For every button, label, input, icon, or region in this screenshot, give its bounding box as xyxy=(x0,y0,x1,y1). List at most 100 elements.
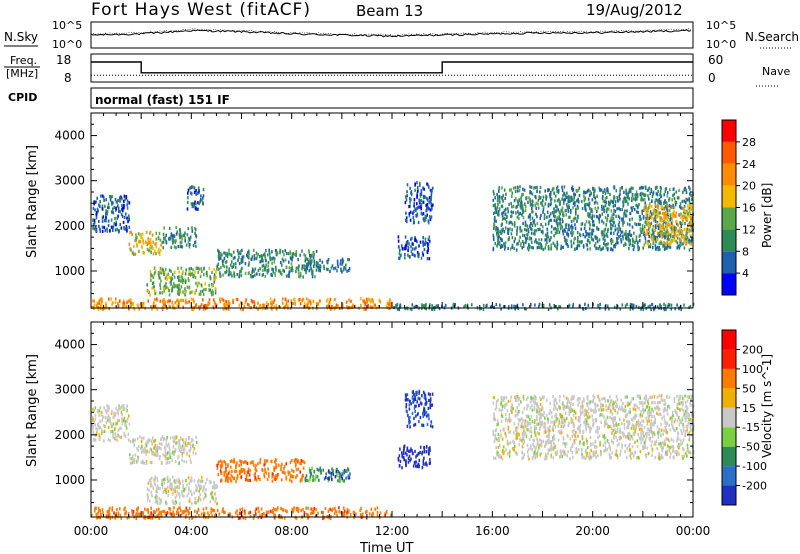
data-cell-3 xyxy=(254,478,256,482)
data-cell-8 xyxy=(520,417,523,421)
data-cell-7 xyxy=(420,402,423,406)
data-cell-2 xyxy=(208,479,211,483)
data-cell-9 xyxy=(492,237,495,242)
data-cell-9 xyxy=(516,242,518,246)
data-cell-1 xyxy=(143,461,146,465)
data-cell-9 xyxy=(531,245,533,250)
data-cell-8 xyxy=(578,442,581,446)
data-cell-9 xyxy=(492,211,495,216)
data-cell-2 xyxy=(180,245,182,249)
data-cell-9 xyxy=(631,217,633,221)
data-cell-9 xyxy=(668,197,671,201)
data-cell-6 xyxy=(409,459,411,463)
data-cell-0 xyxy=(116,200,118,204)
data-cell-8 xyxy=(521,410,524,414)
data-cell-3 xyxy=(287,472,290,476)
data-cell-12 xyxy=(604,307,607,311)
data-cell-9 xyxy=(516,229,518,233)
data-cell-0 xyxy=(125,225,128,229)
data-cell-9 xyxy=(564,194,567,198)
data-cell-3 xyxy=(275,473,277,477)
data-cell-9 xyxy=(679,221,681,225)
data-cell-6 xyxy=(399,459,402,463)
data-cell-5 xyxy=(241,248,243,252)
data-cell-9 xyxy=(672,235,674,239)
data-cell-0 xyxy=(118,407,120,411)
data-cell-6 xyxy=(429,461,431,465)
data-cell-7 xyxy=(416,400,418,404)
data-cell-0 xyxy=(101,419,103,423)
data-cell-11 xyxy=(389,302,392,306)
data-cell-9 xyxy=(553,218,556,222)
data-cell-4 xyxy=(147,290,149,294)
data-cell-10 xyxy=(689,204,691,208)
data-cell-0 xyxy=(110,218,113,222)
data-cell-12 xyxy=(485,304,487,308)
nave-label: Nave xyxy=(762,65,790,78)
data-cell-12 xyxy=(538,305,540,309)
data-cell-9 xyxy=(607,200,610,204)
data-cell-12 xyxy=(524,307,526,311)
data-cell-12 xyxy=(649,304,651,308)
data-cell-5 xyxy=(260,254,263,258)
data-cell-5 xyxy=(261,264,264,268)
data-cell-3 xyxy=(268,472,270,476)
power-colorbar-segment-4 xyxy=(722,185,736,208)
data-cell-7 xyxy=(411,396,414,400)
data-cell-1 xyxy=(146,449,148,453)
data-cell-6 xyxy=(326,261,329,265)
data-cell-10 xyxy=(661,219,663,223)
data-cell-4 xyxy=(188,286,190,290)
data-cell-3 xyxy=(266,477,269,481)
data-cell-9 xyxy=(586,243,588,247)
data-cell-9 xyxy=(531,223,534,228)
data-cell-9 xyxy=(504,226,507,230)
data-cell-11 xyxy=(197,305,200,309)
data-cell-3 xyxy=(303,460,306,465)
data-cell-6 xyxy=(410,457,412,461)
data-cell-9 xyxy=(690,229,692,233)
data-cell-10 xyxy=(646,232,648,236)
data-cell-9 xyxy=(598,238,601,242)
data-cell-2 xyxy=(159,486,161,491)
data-cell-4 xyxy=(153,266,156,270)
data-cell-4 xyxy=(157,270,160,274)
data-cell-4 xyxy=(316,475,319,479)
data-cell-4 xyxy=(313,469,315,474)
data-cell-0 xyxy=(126,203,128,207)
data-cell-5 xyxy=(238,255,240,259)
data-cell-2 xyxy=(177,492,180,496)
data-cell-11 xyxy=(389,305,391,309)
data-cell-10 xyxy=(688,241,691,245)
data-cell-3 xyxy=(227,479,229,483)
data-cell-2 xyxy=(199,484,202,488)
data-cell-8 xyxy=(428,185,430,189)
data-cell-5 xyxy=(335,470,338,474)
data-cell-5 xyxy=(295,270,297,274)
data-cell-9 xyxy=(538,238,540,242)
data-cell-9 xyxy=(507,246,509,250)
data-cell-9 xyxy=(621,186,623,190)
data-cell-2 xyxy=(178,479,181,483)
data-cell-8 xyxy=(510,395,512,399)
data-cell-9 xyxy=(547,222,550,226)
data-cell-9 xyxy=(599,188,601,192)
data-cell-9 xyxy=(563,235,566,240)
data-cell-9 xyxy=(664,200,666,204)
data-cell-5 xyxy=(239,251,242,255)
data-cell-1 xyxy=(162,453,164,457)
data-cell-2 xyxy=(172,234,175,238)
data-cell-5 xyxy=(263,266,266,270)
data-cell-7 xyxy=(411,236,413,240)
data-cell-9 xyxy=(569,215,571,219)
data-cell-0 xyxy=(106,212,108,216)
data-cell-9 xyxy=(685,201,687,205)
data-cell-11 xyxy=(174,301,176,305)
data-cell-0 xyxy=(126,417,129,421)
data-cell-0 xyxy=(105,198,107,202)
data-cell-4 xyxy=(206,274,208,278)
data-cell-8 xyxy=(679,439,682,443)
data-cell-2 xyxy=(177,486,179,490)
data-cell-10 xyxy=(660,205,663,209)
